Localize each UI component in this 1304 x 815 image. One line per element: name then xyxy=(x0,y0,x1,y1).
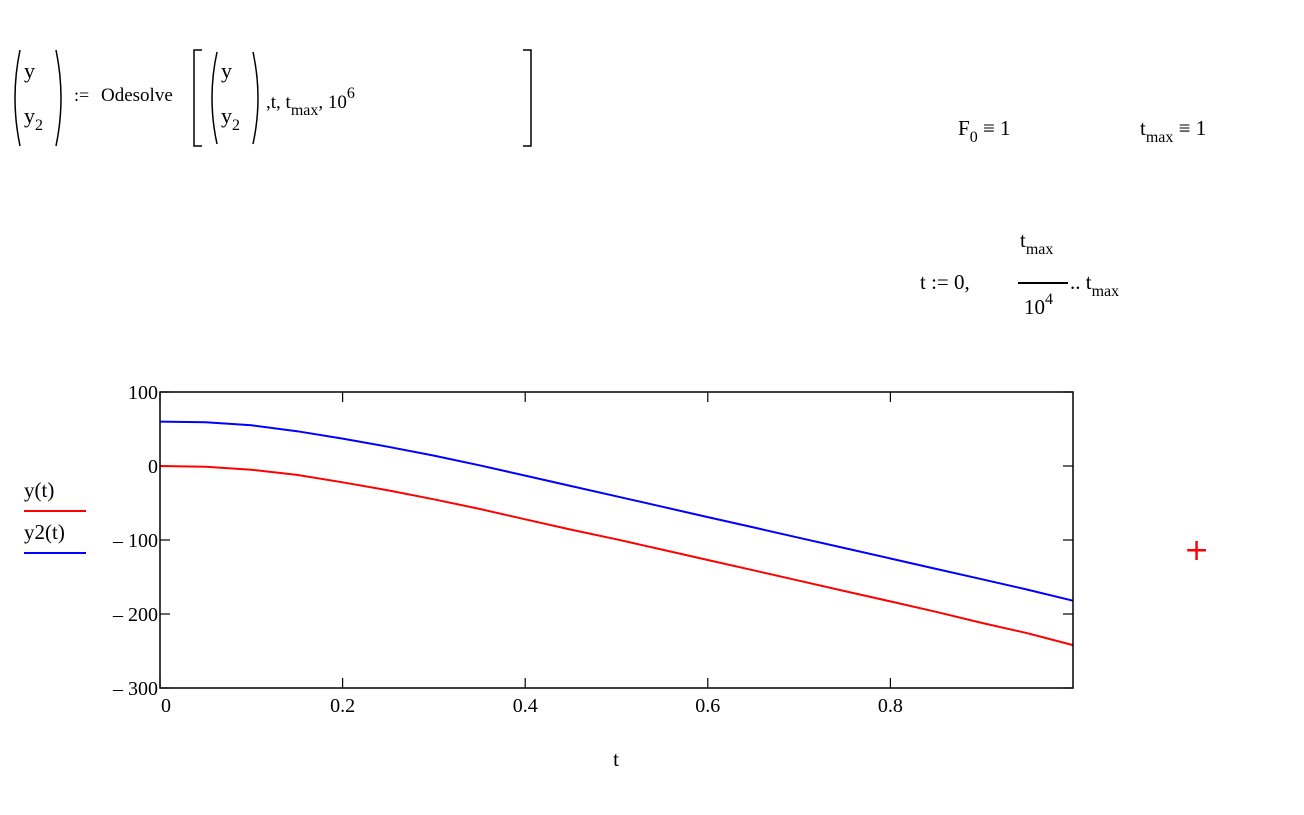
plot-frame xyxy=(159,391,1074,689)
arg-vector: y y2 xyxy=(205,48,265,148)
legend-line-y xyxy=(24,510,86,512)
crosshair-marker[interactable]: + xyxy=(1184,533,1210,568)
legend-item-y2: y2(t) xyxy=(24,520,99,550)
range-end: .. tmax xyxy=(1070,270,1120,300)
series-line-y xyxy=(159,465,1074,647)
xy-plot[interactable]: 100 0 – 100 – 200 – 300 0 0.2 0.4 0.6 0.8 t xyxy=(0,380,1090,790)
y-tick-labels: 100 0 – 100 – 200 – 300 xyxy=(112,382,158,700)
y-tick-label: – 200 xyxy=(112,604,158,626)
left-bracket xyxy=(193,49,202,147)
y-tick-label: – 300 xyxy=(112,678,158,700)
arg-top: y xyxy=(221,58,232,83)
x-tick-labels: 0 0.2 0.4 0.6 0.8 xyxy=(161,695,903,717)
lhs-vector: y y2 xyxy=(8,48,68,148)
range-var: t := 0, xyxy=(920,270,970,294)
args-rest: ,t, tmax, 106 xyxy=(266,85,355,119)
legend-line-y2 xyxy=(24,552,86,554)
series-line-y2 xyxy=(159,420,1074,602)
x-axis-label: t xyxy=(613,747,619,771)
y-tick-label: 100 xyxy=(128,382,158,404)
fraction-bar xyxy=(1018,282,1068,284)
legend-label-y: y(t) xyxy=(24,478,55,502)
x-tick-label: 0.8 xyxy=(878,695,903,717)
range-definition[interactable]: t := 0, tmax 104 .. tmax xyxy=(920,230,1180,320)
lhs-right-paren xyxy=(55,49,62,147)
tmax-definition[interactable]: tmax ≡ 1 xyxy=(1140,116,1207,146)
legend-label-y2: y2(t) xyxy=(24,520,65,544)
arg-right-paren xyxy=(252,51,259,145)
arg-bottom: y2 xyxy=(221,103,240,134)
x-tick-label: 0 xyxy=(161,695,171,717)
lhs-bottom: y2 xyxy=(24,103,43,134)
range-step-numerator: tmax xyxy=(1020,228,1054,258)
lhs-top: y xyxy=(24,58,35,83)
f0-definition[interactable]: F0 ≡ 1 xyxy=(958,116,1011,146)
x-tick-label: 0.4 xyxy=(513,695,538,717)
y-tick-label: 0 xyxy=(148,456,158,478)
assign-operator: := xyxy=(74,85,90,105)
y-tick-label: – 100 xyxy=(112,530,158,552)
right-bracket xyxy=(523,49,532,147)
lhs-left-paren xyxy=(14,49,21,147)
plot-legend: y(t) y2(t) xyxy=(24,478,99,554)
plot-series xyxy=(159,420,1074,647)
range-step-denominator: 104 xyxy=(1024,291,1053,319)
x-tick-label: 0.6 xyxy=(695,695,720,717)
arg-left-paren xyxy=(211,51,218,145)
x-tick-label: 0.2 xyxy=(330,695,355,717)
legend-item-y: y(t) xyxy=(24,478,99,508)
odesolve-function: Odesolve xyxy=(101,85,173,106)
